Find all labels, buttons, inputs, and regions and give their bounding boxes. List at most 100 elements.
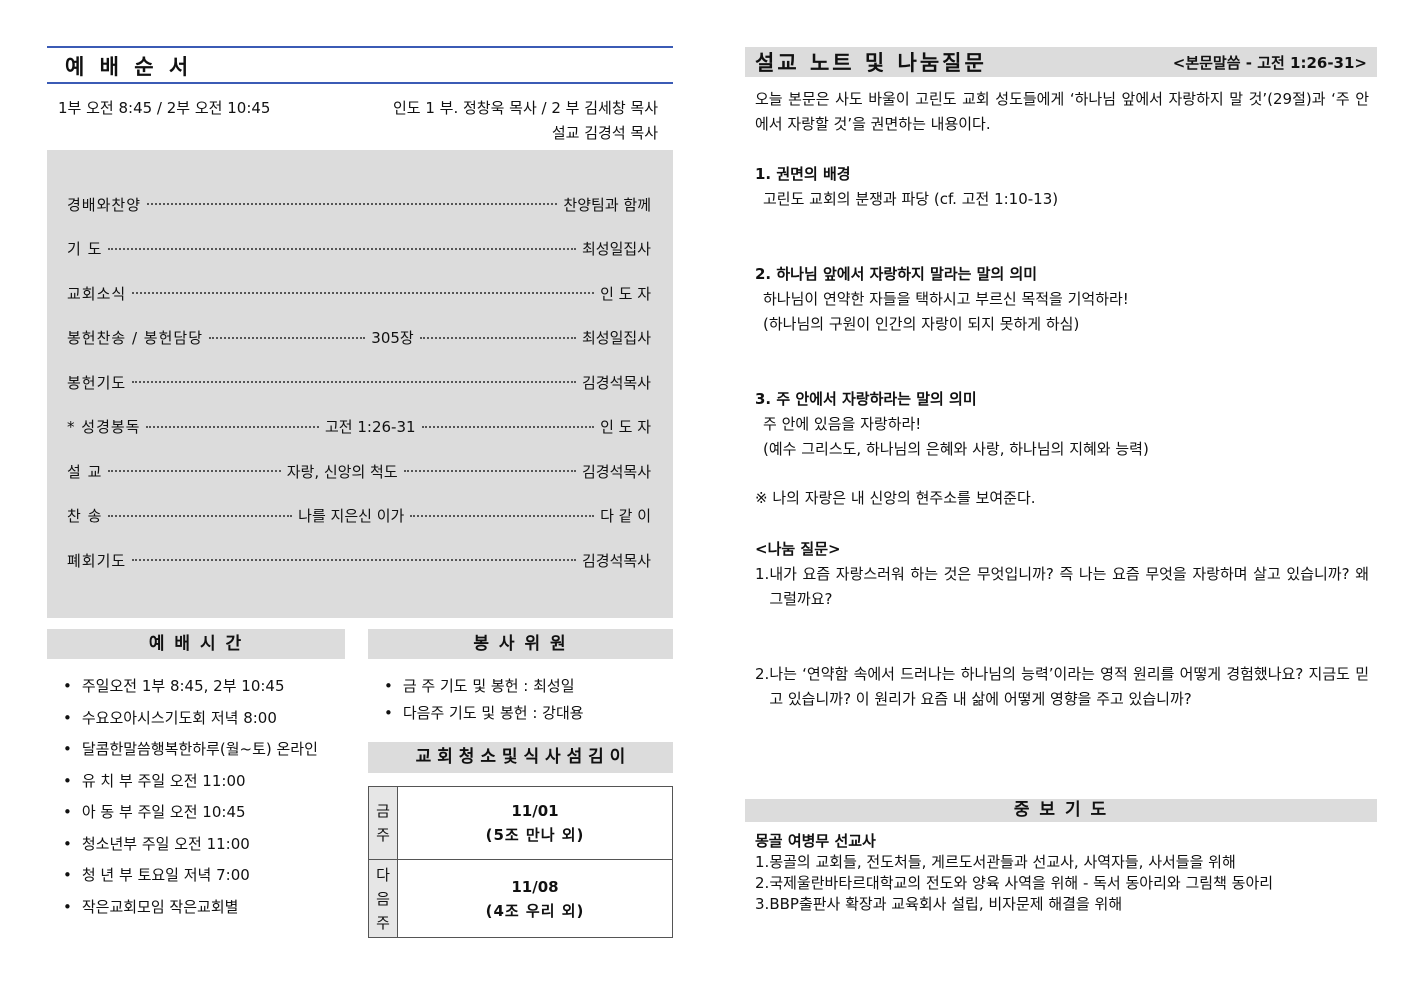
leader-dots xyxy=(421,425,595,428)
order-person: 김경석목사 xyxy=(581,551,651,570)
order-middle: 자랑, 신앙의 척도 xyxy=(286,462,398,481)
order-name: 기 도 xyxy=(67,240,103,259)
group-cell: 11/08 (4조 우리 외) xyxy=(398,860,672,937)
order-title: 예 배 순 서 xyxy=(65,55,193,79)
week-cell: 다음주 xyxy=(369,860,398,937)
table-row: 금주 11/01 (5조 만나 외) xyxy=(369,787,672,859)
leader-dots xyxy=(209,336,366,339)
order-name: 봉헌기도 xyxy=(67,373,127,392)
prayer-item: 2. 국제울란바타르대학교의 전도와 양육 사역을 위해 - 독서 동아리와 그림… xyxy=(755,873,1369,894)
questions: <나눔 질문> 1. 내가 요즘 자랑스러워 하는 것은 무엇입니까? 즉 나는 요… xyxy=(755,537,1369,712)
list-item: 다음주 기도 및 봉헌 : 강대용 xyxy=(384,702,673,729)
prayer-subject: 몽골 여병무 선교사 xyxy=(755,832,876,850)
order-person: 최성일집사 xyxy=(581,240,651,259)
item-text: BBP출판사 확장과 교육회사 설립, 비자문제 해결을 위해 xyxy=(769,895,1123,913)
item-number: 1. xyxy=(755,853,770,871)
section-heading: 3. 주 안에서 자랑하라는 말의 의미 xyxy=(755,390,977,408)
section-header: 중 보 기 도 xyxy=(745,799,1377,822)
leader-dots xyxy=(132,292,595,295)
order-person: 인 도 자 xyxy=(600,418,651,437)
list-item: 주일오전 1부 8:45, 2부 10:45 xyxy=(63,675,345,707)
leader-dots xyxy=(108,470,281,473)
notes-title-bar: 설교 노트 및 나눔질문 <본문말씀 - 고전 1:26-31> xyxy=(745,47,1377,77)
question-number: 2. xyxy=(755,665,770,683)
section-line: (하나님의 구원이 인간의 자랑이 되지 못하게 하심) xyxy=(763,315,1080,333)
prayer-item: 3. BBP출판사 확장과 교육회사 설립, 비자문제 해결을 위해 xyxy=(755,894,1369,915)
order-row: 봉헌기도 김경석목사 xyxy=(67,360,651,405)
order-middle: 고전 1:26-31 xyxy=(324,418,416,437)
item-number: 3. xyxy=(755,895,770,913)
order-name: 봉헌찬송 / 봉헌담당 xyxy=(67,329,203,348)
list-item: 금 주 기도 및 봉헌 : 최성일 xyxy=(384,675,673,702)
leader-dots xyxy=(108,514,293,517)
item-number: 2. xyxy=(755,874,770,892)
order-person: 최성일집사 xyxy=(582,329,652,348)
section-line: 하나님이 연약한 자들을 택하시고 부르신 목적을 기억하라! xyxy=(763,290,1129,308)
order-person: 김경석목사 xyxy=(582,462,652,481)
prayer-body: 몽골 여병무 선교사 1. 몽골의 교회들, 전도처들, 게르도서관들과 선교사, … xyxy=(745,822,1377,915)
order-row: 찬 송 나를 지은신 이가 다 같 이 xyxy=(67,494,651,539)
list-item: 수요오아시스기도회 저녁 8:00 xyxy=(63,707,345,739)
leader-dots xyxy=(132,381,576,384)
order-row: 교회소식 인 도 자 xyxy=(67,271,651,316)
list-item: 아 동 부 주일 오전 10:45 xyxy=(63,801,345,833)
date: 11/01 xyxy=(511,802,559,820)
order-person: 김경석목사 xyxy=(581,373,651,392)
group: (4조 우리 외) xyxy=(485,901,585,920)
list: 주일오전 1부 8:45, 2부 10:45수요오아시스기도회 저녁 8:00달… xyxy=(47,659,345,927)
order-leader: 인도 1 부. 정창욱 목사 / 2 부 김세창 목사 xyxy=(393,97,658,118)
order-middle: 305장 xyxy=(371,329,414,348)
list-item: 달콤한말씀행복한하루(월~토) 온라인 xyxy=(63,738,345,770)
week-cell: 금주 xyxy=(369,787,398,859)
order-name: 설 교 xyxy=(67,462,103,481)
note: ※ 나의 자랑은 내 신앙의 현주소를 보여준다. xyxy=(755,487,1036,508)
order-middle: 나를 지은신 이가 xyxy=(298,507,405,526)
leader: 인도 1 부. 정창욱 목사 / 2 부 김세창 목사 xyxy=(392,99,658,117)
list-item: 작은교회모임 작은교회별 xyxy=(63,896,345,928)
section-heading: 1. 권면의 배경 xyxy=(755,165,851,183)
order-row: 폐회기도 김경석목사 xyxy=(67,538,651,583)
order-name: 교회소식 xyxy=(67,284,127,303)
leader-dots xyxy=(419,336,576,339)
group: (5조 만나 외) xyxy=(485,826,585,844)
list-item: 청 년 부 토요일 저녁 7:00 xyxy=(63,864,345,896)
section-header: 예 배 시 간 xyxy=(47,629,345,659)
passage: <본문말씀 - 고전 1:26-31> xyxy=(1172,53,1367,72)
questions-title: <나눔 질문> xyxy=(755,540,841,558)
section-header: 봉 사 위 원 xyxy=(368,629,673,659)
order-person: 인 도 자 xyxy=(600,284,651,303)
section-header: 교 회 청 소 및 식 사 섬 김 이 xyxy=(368,742,673,773)
note-text: ※ 나의 자랑은 내 신앙의 현주소를 보여준다. xyxy=(755,489,1036,507)
table-row: 다음주 11/08 (4조 우리 외) xyxy=(369,859,672,937)
leader-dots xyxy=(147,203,558,206)
leader-dots xyxy=(410,514,595,517)
order-row: * 성경봉독 고전 1:26-31 인 도 자 xyxy=(67,405,651,450)
question-text: 내가 요즘 자랑스러워 하는 것은 무엇입니까? 즉 나는 요즘 무엇을 자랑하… xyxy=(769,565,1369,608)
order-row: 경배와찬양 찬양팀과 함께 xyxy=(67,182,651,227)
volunteers: 봉 사 위 원금 주 기도 및 봉헌 : 최성일다음주 기도 및 봉헌 : 강대… xyxy=(368,629,673,729)
order-title-bar: 예 배 순 서 xyxy=(47,46,673,84)
intro: 오늘 본문은 사도 바울이 고린도 교회 성도들에게 ‘하나님 앞에서 자랑하지… xyxy=(755,90,1369,133)
order-name: 폐회기도 xyxy=(67,551,127,570)
leader-dots xyxy=(403,470,576,473)
date: 11/08 xyxy=(511,877,559,896)
question-text: 나는 ‘연약함 속에서 드러나는 하나님의 능력’이라는 영적 원리를 어떻게 … xyxy=(769,665,1369,708)
section-line: 고린도 교회의 분쟁과 파당 (cf. 고전 1:10-13) xyxy=(763,190,1059,208)
leader: 설교 김경석 목사 xyxy=(551,124,658,142)
section-heading: 2. 하나님 앞에서 자랑하지 말라는 말의 의미 xyxy=(755,265,1038,283)
times: 1부 오전 8:45 / 2부 오전 10:45 xyxy=(58,99,271,117)
section-line: (예수 그리스도, 하나님의 은혜와 사랑, 하나님의 지혜와 능력) xyxy=(763,440,1149,458)
order-person: 찬양팀과 함께 xyxy=(563,195,651,214)
notes-title: 설교 노트 및 나눔질문 xyxy=(755,51,987,75)
item-text: 몽골의 교회들, 전도처들, 게르도서관들과 선교사, 사역자들, 사서들을 위… xyxy=(769,853,1236,871)
order-row: 기 도 최성일집사 xyxy=(67,227,651,272)
order-box: 경배와찬양 찬양팀과 함께 기 도 최성일집사 교회소식 인 도 자 봉헌찬송 / 봉헌담당… xyxy=(47,150,673,618)
section-line: 주 안에 있음을 자랑하라! xyxy=(763,415,922,433)
item-text: 국제울란바타르대학교의 전도와 양육 사역을 위해 - 독서 동아리와 그림책 … xyxy=(769,874,1274,892)
leader-dots xyxy=(146,425,319,428)
